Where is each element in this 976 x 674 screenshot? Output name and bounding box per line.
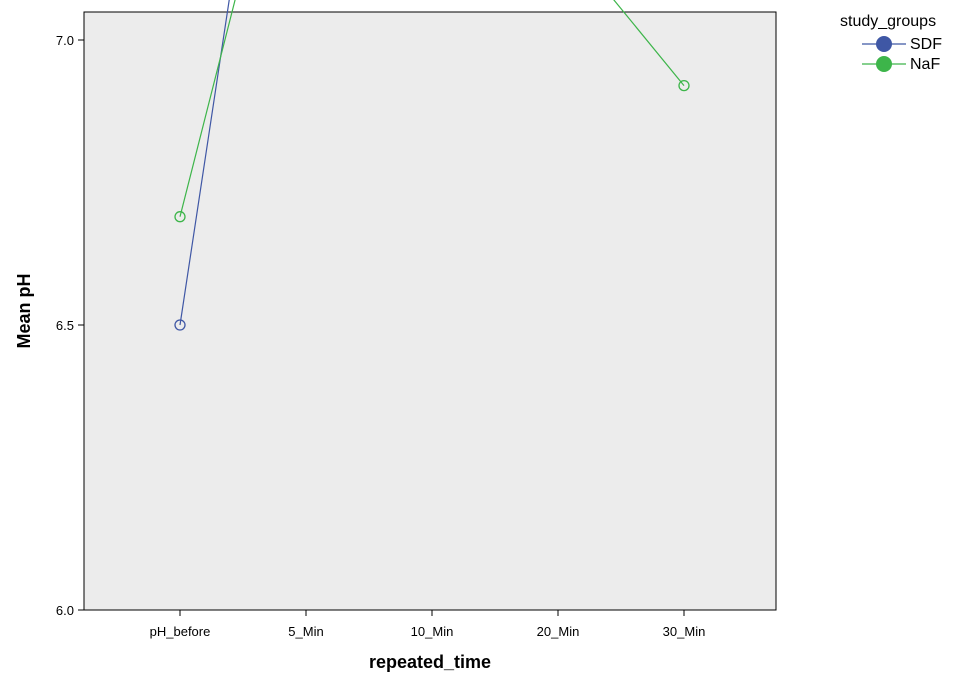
legend-marker bbox=[876, 56, 892, 72]
y-axis-title: Mean pH bbox=[14, 273, 34, 348]
x-tick-label: pH_before bbox=[150, 624, 211, 639]
data-point bbox=[174, 211, 186, 223]
data-point bbox=[174, 319, 186, 331]
y-tick-label: 6.5 bbox=[56, 318, 74, 333]
x-tick-label: 30_Min bbox=[663, 624, 706, 639]
data-point bbox=[678, 79, 690, 92]
x-tick-label: 5_Min bbox=[288, 624, 323, 639]
series-sdf bbox=[174, 0, 230, 331]
legend-item-sdf: SDF bbox=[862, 36, 942, 53]
y-tick-label: 7.0 bbox=[56, 33, 74, 48]
x-tick-label: 10_Min bbox=[411, 624, 454, 639]
x-axis: pH_before 5_Min 10_Min 20_Min 30_Min bbox=[150, 610, 706, 639]
series-naf bbox=[174, 0, 690, 223]
legend-title: study_groups bbox=[840, 13, 936, 30]
y-axis: 6.06.57.07.58.0 bbox=[56, 33, 84, 618]
legend: study_groups SDF NaF bbox=[840, 13, 942, 73]
legend-label: NaF bbox=[910, 56, 940, 73]
legend-marker bbox=[876, 36, 892, 52]
legend-item-naf: NaF bbox=[862, 56, 940, 73]
series-layer bbox=[174, 0, 690, 331]
legend-label: SDF bbox=[910, 36, 942, 53]
plot-area bbox=[83, 11, 777, 611]
x-axis-title: repeated_time bbox=[369, 652, 491, 672]
y-tick-label: 6.0 bbox=[56, 603, 74, 618]
x-tick-label: 20_Min bbox=[537, 624, 580, 639]
